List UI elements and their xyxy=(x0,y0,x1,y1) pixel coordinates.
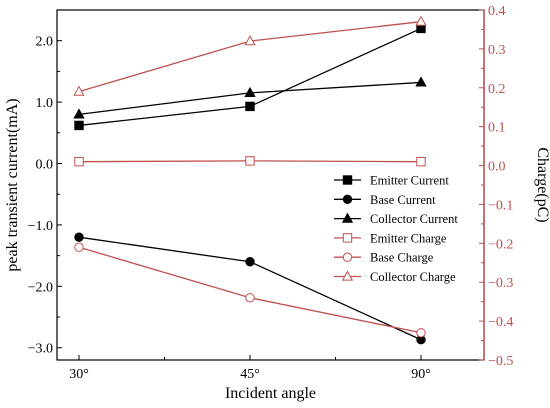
data-point xyxy=(245,156,255,166)
data-point xyxy=(341,212,354,223)
x-tick-label: 30° xyxy=(69,367,89,382)
data-point xyxy=(74,120,84,131)
series-line xyxy=(78,21,422,93)
right-tick-label: 0.3 xyxy=(488,43,506,58)
left-tick-label: −2.0 xyxy=(28,280,53,295)
legend-item: Collector Charge xyxy=(334,270,456,284)
right-tick-label: −0.3 xyxy=(488,276,513,291)
data-point xyxy=(73,85,85,96)
data-point xyxy=(415,15,427,26)
data-point xyxy=(341,270,354,281)
legend-item: Emitter Current xyxy=(334,174,449,188)
data-point xyxy=(416,156,426,167)
data-point xyxy=(245,101,255,112)
x-axis: 30° 45° 90° xyxy=(69,355,431,382)
legend-item: Collector Current xyxy=(334,212,458,226)
x-axis-title: Incident angle xyxy=(225,385,316,402)
legend-label: Base Charge xyxy=(370,251,434,265)
right-axis-title: Charge(pC) xyxy=(534,147,550,222)
left-axis: −3.0 −2.0 −1.0 0.0 1.0 2.0 xyxy=(28,9,62,357)
right-tick-label: 0.0 xyxy=(488,160,506,175)
right-tick-label: −0.2 xyxy=(488,237,513,252)
legend-item: Base Charge xyxy=(334,251,434,265)
right-tick-label: 0.1 xyxy=(488,121,506,136)
data-point xyxy=(245,293,255,303)
left-tick-label: −3.0 xyxy=(28,342,53,357)
legend-label: Emitter Charge xyxy=(370,231,447,245)
data-point xyxy=(416,328,426,338)
data-point xyxy=(74,242,84,252)
legend-item: Emitter Charge xyxy=(334,231,447,245)
data-point xyxy=(73,108,85,119)
legend: Emitter Current Base Current Collector Cur… xyxy=(334,174,458,284)
right-tick-label: −0.5 xyxy=(488,354,513,369)
left-axis-title: peak transient current(mA) xyxy=(4,98,21,271)
left-tick-label: 0.0 xyxy=(36,158,54,173)
right-axis: −0.5 −0.4 −0.3 −0.2 −0.1 0.0 0.1 0.2 0.3 0.4 xyxy=(479,4,513,369)
legend-label: Collector Charge xyxy=(370,270,456,284)
x-tick-label: 45° xyxy=(240,367,260,382)
data-point xyxy=(415,76,427,87)
left-tick-label: −1.0 xyxy=(28,219,53,234)
data-point xyxy=(342,175,353,185)
right-tick-label: −0.1 xyxy=(488,198,513,213)
legend-label: Emitter Current xyxy=(370,174,449,188)
data-point xyxy=(245,257,255,267)
data-point xyxy=(74,232,84,242)
data-point xyxy=(244,86,256,97)
left-tick-label: 2.0 xyxy=(36,35,54,50)
data-point xyxy=(74,156,84,167)
legend-label: Base Current xyxy=(370,193,436,207)
left-tick-label: 1.0 xyxy=(36,96,54,111)
legend-label: Collector Current xyxy=(370,212,458,226)
right-tick-label: 0.4 xyxy=(488,4,506,19)
data-point xyxy=(342,252,353,262)
data-point xyxy=(244,35,256,46)
x-tick-label: 90° xyxy=(411,367,431,382)
data-point xyxy=(342,233,353,243)
legend-item: Base Current xyxy=(334,193,436,207)
right-tick-label: −0.4 xyxy=(488,315,513,330)
data-point xyxy=(342,194,353,205)
right-tick-label: 0.2 xyxy=(488,82,506,97)
series-layer xyxy=(73,15,427,345)
